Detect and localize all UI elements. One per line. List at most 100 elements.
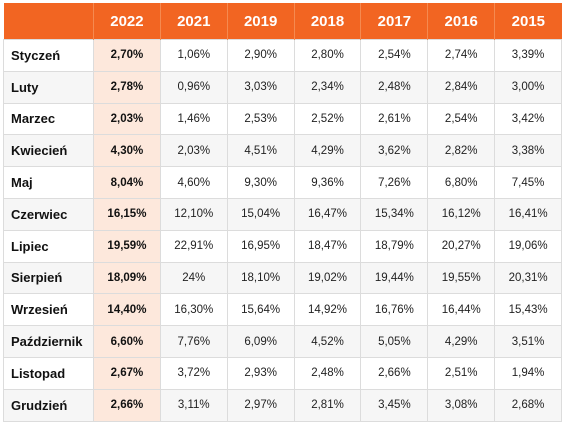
value-cell: 6,80% (427, 166, 496, 199)
value-cell-highlight: 19,59% (93, 229, 161, 263)
value-cell: 16,95% (226, 229, 295, 263)
value-cell: 5,05% (360, 325, 429, 358)
value-cell: 2,68% (494, 388, 563, 422)
value-cell: 2,54% (427, 102, 496, 136)
value-cell: 0,96% (159, 70, 228, 104)
table-row: Czerwiec 16,15% 12,10% 15,04% 16,47% 15,34% 16… (3, 197, 563, 231)
month-label: Kwiecień (3, 134, 94, 168)
value-cell: 18,79% (360, 229, 429, 263)
value-cell: 15,04% (226, 197, 295, 231)
value-cell: 2,74% (427, 39, 496, 72)
value-cell: 4,52% (293, 325, 362, 358)
value-cell: 2,48% (293, 356, 362, 390)
value-cell: 3,08% (427, 388, 496, 422)
value-cell: 3,45% (360, 388, 429, 422)
value-cell: 2,90% (226, 39, 295, 72)
table-row: Grudzień 2,66% 3,11% 2,97% 2,81% 3,45% 3,08% 2,… (3, 388, 563, 422)
value-cell-highlight: 18,09% (93, 261, 161, 295)
month-label: Listopad (3, 356, 94, 390)
month-label: Lipiec (3, 229, 94, 263)
month-label: Grudzień (3, 388, 94, 422)
table-row: Listopad 2,67% 3,72% 2,93% 2,48% 2,66% 2,51% 1,… (3, 356, 563, 390)
value-cell: 3,38% (494, 134, 563, 168)
value-cell: 4,51% (226, 134, 295, 168)
value-cell-highlight: 4,30% (93, 134, 161, 168)
value-cell: 2,51% (427, 356, 496, 390)
value-cell: 22,91% (159, 229, 228, 263)
value-cell: 3,00% (494, 70, 563, 104)
value-cell: 18,10% (226, 261, 295, 295)
month-label: Sierpień (3, 261, 94, 295)
table-row: Październik 6,60% 7,76% 6,09% 4,52% 5,05% 4,29… (3, 325, 563, 358)
value-cell: 16,30% (159, 293, 228, 327)
value-cell: 7,26% (360, 166, 429, 199)
table-row: Luty 2,78% 0,96% 3,03% 2,34% 2,48% 2,84% 3,00% (3, 70, 563, 104)
header-year-2016: 2016 (427, 3, 496, 40)
value-cell: 4,60% (159, 166, 228, 199)
value-cell-highlight: 2,67% (93, 356, 161, 390)
value-cell: 15,43% (494, 293, 563, 327)
value-cell: 20,27% (427, 229, 496, 263)
value-cell: 2,93% (226, 356, 295, 390)
value-cell: 16,47% (293, 197, 362, 231)
table-header: 2022 2021 2019 2018 2017 2016 2015 (3, 3, 562, 40)
header-year-2019: 2019 (227, 3, 295, 40)
value-cell: 6,09% (226, 325, 295, 358)
header-row: 2022 2021 2019 2018 2017 2016 2015 (3, 3, 562, 40)
value-cell: 12,10% (159, 197, 228, 231)
value-cell-highlight: 2,03% (93, 102, 161, 136)
value-cell: 14,92% (293, 293, 362, 327)
month-label: Wrzesień (3, 293, 94, 327)
value-cell: 2,53% (226, 102, 295, 136)
value-cell: 2,48% (360, 70, 429, 104)
value-cell: 2,82% (427, 134, 496, 168)
monthly-percentage-table: 2022 2021 2019 2018 2017 2016 2015 Stycz… (3, 3, 563, 422)
value-cell: 19,44% (360, 261, 429, 295)
data-table-container: 2022 2021 2019 2018 2017 2016 2015 Stycz… (3, 3, 563, 422)
value-cell: 19,02% (293, 261, 362, 295)
header-year-2015: 2015 (494, 3, 562, 40)
value-cell: 16,76% (360, 293, 429, 327)
value-cell: 3,03% (226, 70, 295, 104)
value-cell: 2,03% (159, 134, 228, 168)
table-row: Sierpień 18,09% 24% 18,10% 19,02% 19,44% 19,55… (3, 261, 563, 295)
month-label: Luty (3, 70, 94, 104)
table-body: Styczeń 2,70% 1,06% 2,90% 2,80% 2,54% 2,74% 3,3… (3, 39, 563, 422)
value-cell: 4,29% (427, 325, 496, 358)
value-cell: 19,06% (494, 229, 563, 263)
value-cell: 24% (159, 261, 228, 295)
value-cell: 2,66% (360, 356, 429, 390)
value-cell: 7,76% (159, 325, 228, 358)
month-label: Styczeń (3, 39, 94, 72)
value-cell: 3,62% (360, 134, 429, 168)
value-cell: 2,34% (293, 70, 362, 104)
value-cell: 20,31% (494, 261, 563, 295)
value-cell: 3,51% (494, 325, 563, 358)
header-year-2018: 2018 (294, 3, 362, 40)
value-cell: 9,36% (293, 166, 362, 199)
header-year-2017: 2017 (360, 3, 429, 40)
value-cell-highlight: 14,40% (93, 293, 161, 327)
value-cell: 2,52% (293, 102, 362, 136)
value-cell: 15,34% (360, 197, 429, 231)
value-cell: 16,12% (427, 197, 496, 231)
value-cell-highlight: 6,60% (93, 325, 161, 358)
value-cell: 15,64% (226, 293, 295, 327)
header-year-2021: 2021 (160, 3, 228, 40)
month-label: Czerwiec (3, 197, 94, 231)
value-cell: 3,39% (494, 39, 563, 72)
value-cell: 2,54% (360, 39, 429, 72)
value-cell: 3,42% (494, 102, 563, 136)
value-cell-highlight: 2,66% (93, 388, 161, 422)
header-month-cell (3, 3, 94, 40)
table-row: Wrzesień 14,40% 16,30% 15,64% 14,92% 16,76% 16… (3, 293, 563, 327)
month-label: Październik (3, 325, 94, 358)
table-row: Marzec 2,03% 1,46% 2,53% 2,52% 2,61% 2,54% 3,42… (3, 102, 563, 136)
table-row: Kwiecień 4,30% 2,03% 4,51% 4,29% 3,62% 2,82% 3,… (3, 134, 563, 168)
header-year-2022: 2022 (93, 3, 161, 40)
value-cell-highlight: 2,78% (93, 70, 161, 104)
value-cell-highlight: 2,70% (93, 39, 161, 72)
month-label: Marzec (3, 102, 94, 136)
value-cell: 1,46% (159, 102, 228, 136)
value-cell: 2,84% (427, 70, 496, 104)
